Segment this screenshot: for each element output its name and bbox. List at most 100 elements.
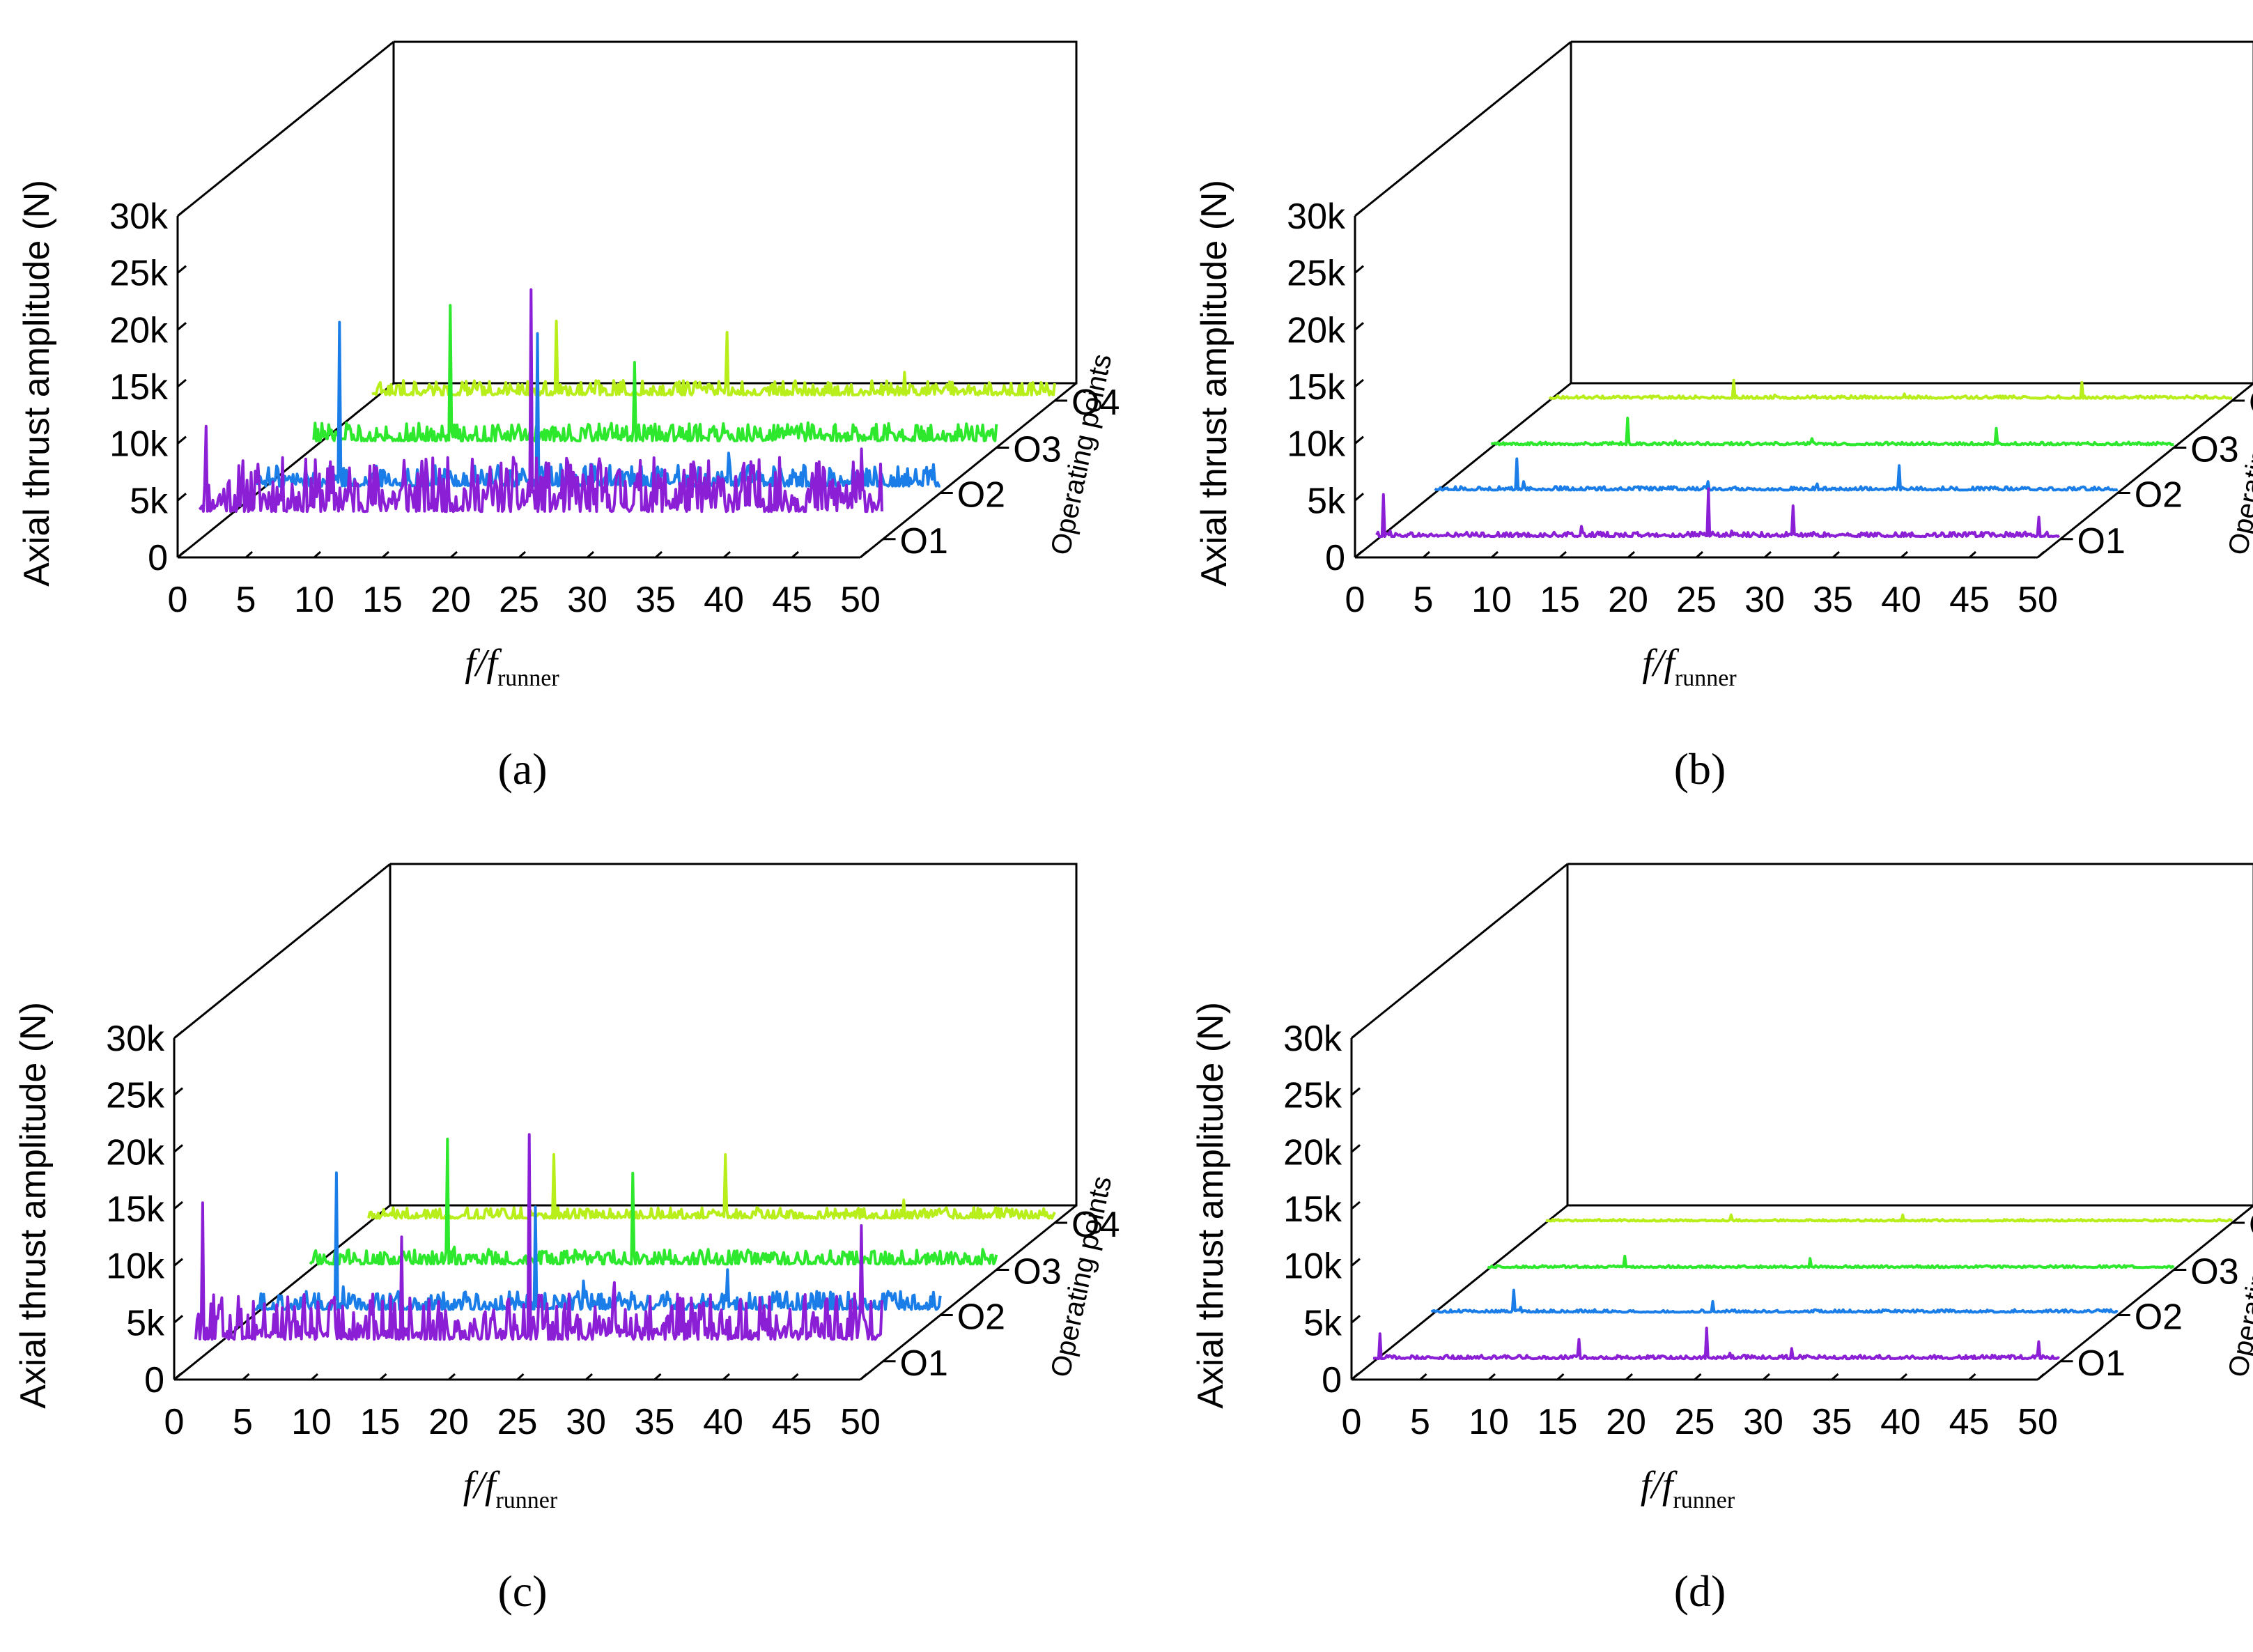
- x-tick-label: 5: [236, 580, 256, 620]
- y-tick: [1354, 322, 1364, 331]
- y-tick-label: 20k: [1287, 310, 1346, 350]
- y-tick: [177, 208, 187, 217]
- x-tick-label: 15: [1538, 1402, 1578, 1442]
- x-tick-label: 10: [291, 1402, 332, 1442]
- y-tick: [1351, 1144, 1361, 1153]
- x-tick-label: 15: [362, 580, 403, 620]
- y-tick: [177, 322, 187, 331]
- y-tick: [173, 1144, 183, 1153]
- y-tick: [177, 549, 187, 559]
- z-axis: [860, 382, 1077, 559]
- top-left-edge: [177, 40, 394, 217]
- series-line-o2: [1434, 457, 2119, 492]
- series-line-o4: [1548, 378, 2233, 400]
- y-tick: [177, 378, 187, 388]
- x-axis-label-main: f/f: [1641, 1464, 1678, 1507]
- series-line-o3: [1491, 417, 2174, 447]
- z-tick-label: O2: [2135, 1297, 2183, 1338]
- series-line-o4: [371, 319, 1056, 396]
- x-tick: [1491, 550, 1499, 559]
- y-tick: [1351, 1315, 1361, 1324]
- y-tick-label: 5k: [130, 481, 169, 521]
- z-tick-label: O1: [900, 1343, 948, 1384]
- x-axis-label-main: f/f: [1642, 642, 1680, 685]
- series-line-o2: [254, 1171, 942, 1311]
- panel-label-a: (a): [497, 744, 547, 794]
- z-tick-label: O3: [2190, 430, 2238, 470]
- y-tick-label: 0: [1322, 1360, 1342, 1400]
- y-axis-label: Axial thrust amplitude (N): [17, 180, 57, 587]
- top-left-edge: [173, 863, 391, 1040]
- chart-panel-a: 0 5 10 15 20 25 30 35 40 45 50 0 5k 10k 15k 20k 25k 30k O1…: [17, 40, 1120, 691]
- x-tick: [655, 550, 663, 559]
- series-line-o3: [1487, 1254, 2175, 1269]
- x-tick-label: 15: [360, 1402, 401, 1442]
- series-line-o4: [367, 1153, 1056, 1220]
- x-axis-label: f/frunner: [465, 642, 559, 691]
- y-tick: [177, 493, 187, 502]
- x-axis-label-main: f/f: [463, 1464, 501, 1507]
- z-tick-label: O2: [957, 475, 1005, 516]
- x-tick-label: 10: [1471, 580, 1512, 620]
- y-tick-label: 0: [144, 1360, 164, 1400]
- z-axis: [860, 1204, 1077, 1381]
- x-tick: [1900, 1373, 1907, 1381]
- x-axis-label-sub: runner: [497, 665, 559, 691]
- y-tick-label: 15k: [1287, 367, 1346, 408]
- x-tick-label: 20: [428, 1402, 469, 1442]
- x-tick-label: 20: [431, 580, 471, 620]
- top-left-edge: [1351, 863, 1568, 1040]
- x-tick-label: 50: [840, 1402, 881, 1442]
- x-tick: [791, 550, 799, 559]
- y-tick: [177, 435, 187, 445]
- x-tick: [2037, 550, 2045, 559]
- x-tick-label: 5: [1414, 580, 1434, 620]
- x-tick: [585, 1373, 593, 1381]
- y-tick-label: 10k: [1287, 424, 1346, 465]
- x-tick: [1968, 1373, 1976, 1381]
- floor-left-edge: [173, 1204, 391, 1381]
- floor-left-edge: [1351, 1204, 1568, 1381]
- back-wall: [389, 863, 1078, 1207]
- series-line-o3: [309, 1137, 998, 1266]
- x-tick: [1559, 550, 1567, 559]
- x-tick-label: 30: [567, 580, 607, 620]
- x-tick-label: 45: [1949, 580, 1990, 620]
- y-tick: [173, 1087, 183, 1096]
- x-tick: [516, 1373, 525, 1381]
- y-tick-label: 25k: [109, 254, 169, 294]
- x-tick: [1694, 1373, 1702, 1381]
- y-tick: [1354, 493, 1364, 502]
- x-tick-label: 10: [1469, 1402, 1509, 1442]
- y-axis-label: Axial thrust amplitude (N): [1191, 1002, 1231, 1409]
- x-tick: [379, 1373, 387, 1381]
- x-tick: [313, 550, 321, 559]
- x-tick-label: 0: [1342, 1402, 1362, 1442]
- back-wall: [1570, 40, 2253, 385]
- y-tick-label: 0: [148, 538, 168, 578]
- y-axis-label: Axial thrust amplitude (N): [1194, 180, 1234, 587]
- y-tick-label: 30k: [109, 196, 169, 237]
- y-tick: [1351, 1087, 1361, 1096]
- y-tick: [173, 1315, 183, 1324]
- x-axis-label-sub: runner: [1673, 1488, 1735, 1513]
- x-tick-label: 45: [1949, 1402, 1990, 1442]
- y-tick: [1354, 435, 1364, 445]
- floor-left-edge: [1354, 382, 1572, 559]
- x-tick-label: 50: [840, 580, 881, 620]
- x-tick-label: 40: [703, 1402, 743, 1442]
- x-tick: [791, 1373, 799, 1381]
- x-tick: [1696, 550, 1703, 559]
- z-tick-label: O3: [1013, 430, 1061, 470]
- x-tick-label: 25: [497, 1402, 538, 1442]
- x-tick: [311, 1373, 318, 1381]
- y-tick-label: 10k: [1283, 1246, 1342, 1287]
- x-tick: [1423, 550, 1430, 559]
- z-tick-label: O4: [2249, 1205, 2253, 1245]
- chart-panel-d: 0 5 10 15 20 25 30 35 40 45 50 0 5k 10k 15k 20k 25k 30k O1…: [1191, 863, 2253, 1513]
- panel-label-c: (c): [497, 1566, 547, 1616]
- x-tick-label: 5: [1410, 1402, 1430, 1442]
- x-axis-label-sub: runner: [1675, 665, 1737, 691]
- x-tick-label: 35: [1813, 580, 1853, 620]
